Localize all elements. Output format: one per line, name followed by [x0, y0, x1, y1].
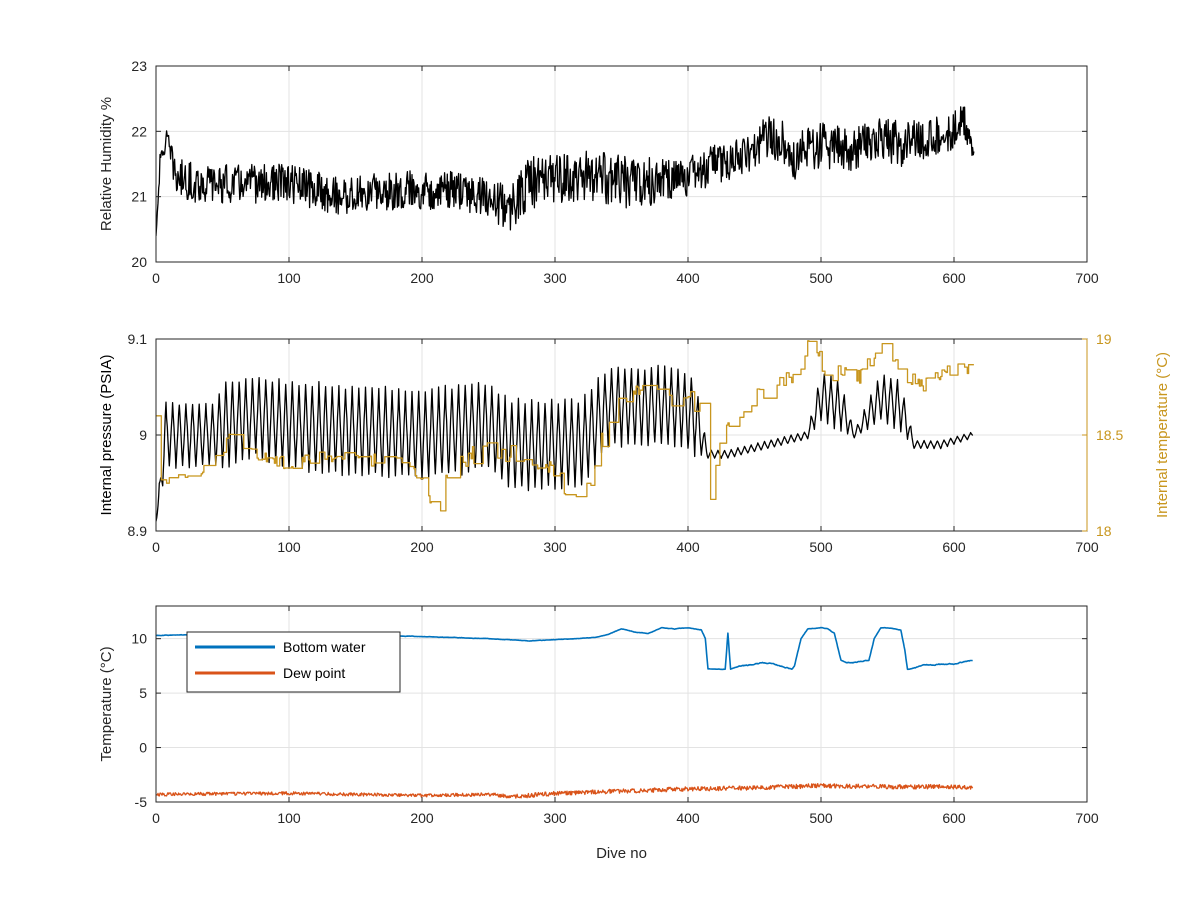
x-tick-label: 400 — [676, 539, 700, 555]
x-tick-label: 100 — [277, 810, 301, 826]
gridlines — [156, 66, 1087, 262]
x-tick-label: 100 — [277, 270, 301, 286]
panel-1: 0 100 200 300 400 500 600 700 20 21 22 23 Relative H… — [98, 58, 1099, 286]
y-tick-label: 5 — [139, 685, 147, 701]
x-tick-label: 200 — [410, 810, 434, 826]
x-tick-label: 200 — [410, 270, 434, 286]
x-tick-label: 600 — [942, 810, 966, 826]
x-tick-label: 600 — [942, 270, 966, 286]
x-tick-label: 200 — [410, 539, 434, 555]
x-tick-label: 500 — [809, 810, 833, 826]
x-tick-label: 0 — [152, 810, 160, 826]
x-tick-label: 300 — [543, 539, 567, 555]
legend-box — [186, 631, 401, 693]
x-tick-label: 500 — [809, 539, 833, 555]
x-tick-label: 500 — [809, 270, 833, 286]
y-tick-label: -5 — [135, 794, 148, 810]
series-group — [156, 340, 974, 522]
x-tick-label: 400 — [676, 810, 700, 826]
x-tick-label: 0 — [152, 539, 160, 555]
y-axis-label: Relative Humidity % — [98, 97, 115, 231]
x-tick-label: 100 — [277, 539, 301, 555]
panel-3: 0 100 200 300 400 500 600 700-50510Temperature … — [98, 605, 1099, 862]
series-line-series-2 — [156, 340, 974, 512]
series-line-series-1 — [156, 106, 975, 236]
x-tick-label: 700 — [1075, 810, 1099, 826]
y-right-tick-label: 18 — [1096, 523, 1112, 539]
x-tick-label: 700 — [1075, 270, 1099, 286]
y-tick-label: 8.9 — [128, 523, 148, 539]
legend: Bottom water Dew point — [186, 631, 401, 693]
y-tick-label: 10 — [131, 631, 147, 647]
x-tick-label: 300 — [543, 810, 567, 826]
tick-marks — [155, 606, 1088, 803]
legend-label-dew-point: Dew point — [283, 665, 345, 681]
y-tick-label: 9.1 — [128, 331, 148, 347]
x-tick-label: 400 — [676, 270, 700, 286]
x-axis-label: Dive no — [596, 845, 647, 862]
y-right-tick-label: 18.5 — [1096, 427, 1123, 443]
y-axis-label: Internal pressure (PSIA) — [98, 355, 115, 516]
plot-frame — [155, 605, 1088, 803]
y-right-tick-label: 19 — [1096, 331, 1112, 347]
series-line-dew-point — [156, 782, 974, 799]
legend-label-bottom-water: Bottom water — [283, 639, 366, 655]
x-tick-label: 0 — [152, 270, 160, 286]
y-axis-label: Temperature (°C) — [98, 646, 115, 761]
plot-frame — [155, 65, 1088, 263]
y-tick-label: 23 — [131, 58, 147, 74]
y-tick-label: 0 — [139, 740, 147, 756]
y-tick-label: 22 — [131, 123, 147, 139]
x-tick-label: 600 — [942, 539, 966, 555]
series-line-series-1 — [156, 364, 974, 522]
x-tick-label: 300 — [543, 270, 567, 286]
x-tick-label: 700 — [1075, 539, 1099, 555]
y-tick-label: 20 — [131, 254, 147, 270]
tick-marks — [155, 65, 1088, 263]
y-axis-label-right: Internal temperature (°C) — [1154, 352, 1171, 518]
panel-2: 0 100 200 300 400 500 600 700 8.9 9 9.1 18 18.5 19 Int… — [98, 331, 1171, 555]
y-tick-label: 21 — [131, 189, 147, 205]
series-group — [156, 106, 975, 236]
y-tick-label: 9 — [139, 427, 147, 443]
